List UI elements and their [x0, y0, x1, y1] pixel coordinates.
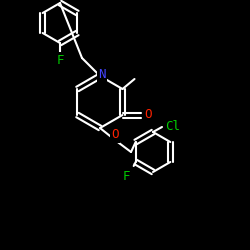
Text: O: O	[144, 108, 151, 122]
Text: F: F	[123, 170, 130, 182]
Text: N: N	[98, 68, 106, 80]
Text: O: O	[111, 128, 119, 141]
Text: F: F	[56, 54, 64, 66]
Text: Cl: Cl	[166, 120, 180, 134]
